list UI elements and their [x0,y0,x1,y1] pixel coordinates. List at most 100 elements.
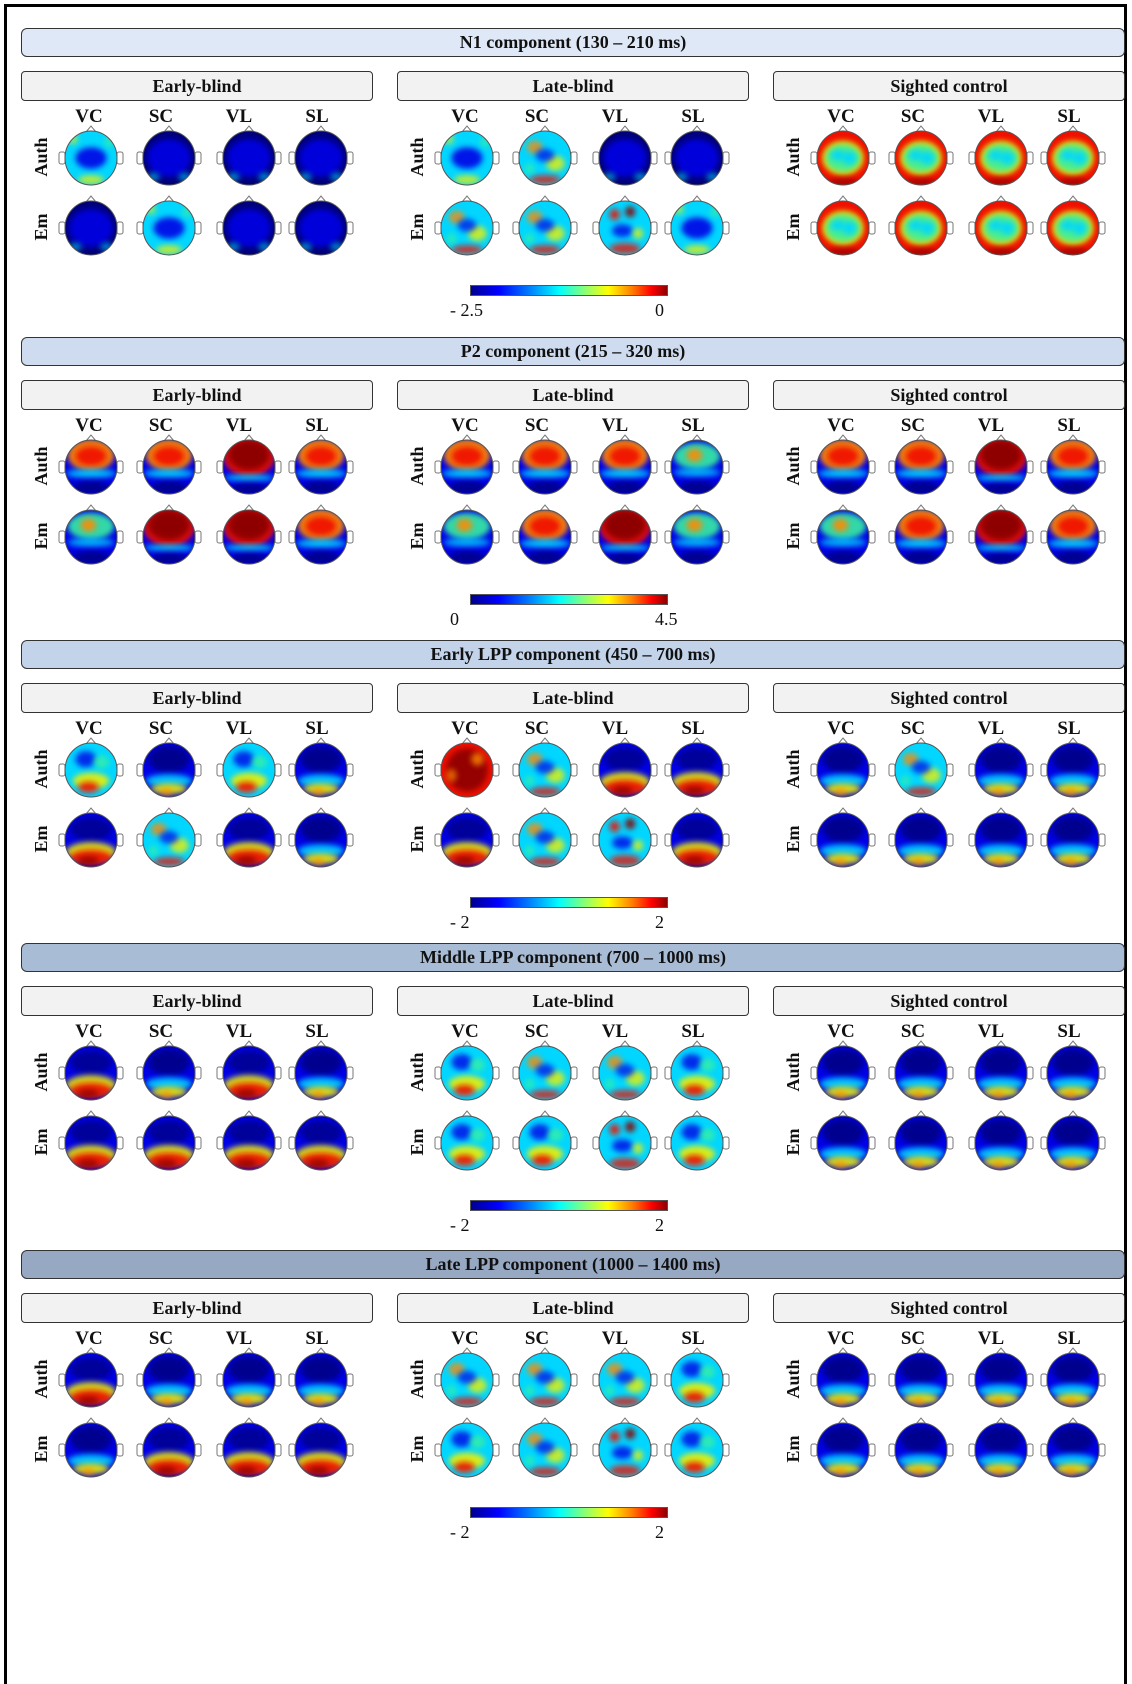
scalp-topography-map [1037,123,1109,189]
condition-column-label: VC [75,718,103,739]
condition-column-label: SL [1057,415,1081,436]
condition-column-label: VL [601,718,629,739]
scalp-topography-map [1037,1415,1109,1481]
scalp-topography-map [55,502,127,568]
stimulus-row-label: Em [783,213,803,241]
stimulus-row-label: Auth [31,1052,51,1092]
colorbar-min-label: - 2 [450,1215,470,1235]
section-title: Middle LPP component (700 – 1000 ms) [420,947,726,967]
stimulus-row-label: Auth [783,749,803,789]
colorbar-min-label: - 2 [450,912,470,932]
condition-column-label: VC [75,1328,103,1349]
condition-column-label: SL [305,1021,329,1042]
scalp-topography-map [885,502,957,568]
section-title-bar: Late LPP component (1000 – 1400 ms) [21,1250,1125,1279]
scalp-topography-map [589,123,661,189]
scalp-topography-map [133,193,205,259]
scalp-topography-map [285,805,357,871]
stimulus-row-label: Auth [31,749,51,789]
stimulus-row-label: Em [407,1435,427,1463]
section-title: N1 component (130 – 210 ms) [459,32,687,52]
scalp-topography-map [589,193,661,259]
condition-column-label: VL [977,1021,1005,1042]
group-title: Early-blind [152,990,242,1011]
condition-column-label: VC [451,1328,479,1349]
scalp-topography-map [431,735,503,801]
scalp-topography-map [807,735,879,801]
condition-column-label: SL [1057,718,1081,739]
scalp-topography-map [213,805,285,871]
scalp-topography-map [885,193,957,259]
scalp-topography-map [1037,502,1109,568]
condition-column-label: SC [148,106,174,127]
group-title-box: Early-blind [21,683,373,713]
scalp-topography-map [1037,1345,1109,1411]
scalp-topography-map [589,1345,661,1411]
scalp-topography-map [661,1345,733,1411]
stimulus-row-label: Em [783,825,803,853]
group-title: Late-blind [532,990,614,1011]
condition-column-label: VC [451,415,479,436]
scalp-topography-map [1037,432,1109,498]
section-title: Early LPP component (450 – 700 ms) [430,644,716,664]
condition-column-label: SC [148,1021,174,1042]
scalp-topography-map [965,193,1037,259]
scalp-topography-map [133,1038,205,1104]
condition-column-label: VL [225,718,253,739]
scalp-topography-map [431,432,503,498]
condition-column-label: VL [977,106,1005,127]
scalp-topography-map [55,193,127,259]
scalp-topography-map [807,805,879,871]
section-title-bar: P2 component (215 – 320 ms) [21,337,1125,366]
stimulus-row-label: Em [31,213,51,241]
scalp-topography-map [213,502,285,568]
scalp-topography-map [1037,735,1109,801]
condition-column-label: VL [601,1328,629,1349]
condition-column-label: SL [681,1328,705,1349]
scalp-topography-map [133,1108,205,1174]
scalp-topography-map [885,1345,957,1411]
scalp-topography-map [133,735,205,801]
condition-column-label: SC [900,1021,926,1042]
condition-column-label: VL [601,415,629,436]
group-title-box: Late-blind [397,1293,749,1323]
scalp-topography-map [509,123,581,189]
condition-column-label: SC [148,718,174,739]
scalp-topography-map [55,735,127,801]
scalp-topography-map [965,735,1037,801]
group-title-box: Late-blind [397,986,749,1016]
stimulus-row-label: Auth [407,1052,427,1092]
stimulus-row-label: Em [31,1435,51,1463]
condition-column-label: VL [977,415,1005,436]
scalp-topography-map [965,502,1037,568]
condition-column-label: VC [451,106,479,127]
group-title: Late-blind [532,384,614,405]
scalp-topography-map [807,1345,879,1411]
scalp-topography-map [885,432,957,498]
scalp-topography-map [133,502,205,568]
colorbar-max-label: 2 [655,1522,664,1542]
condition-column-label: VC [827,1021,855,1042]
scalp-topography-map [285,1345,357,1411]
group-title-box: Late-blind [397,380,749,410]
stimulus-row-label: Em [783,522,803,550]
scalp-topography-map [509,735,581,801]
condition-column-label: SC [524,415,550,436]
stimulus-row-label: Auth [783,1052,803,1092]
condition-column-label: SL [305,718,329,739]
section-title-bar: Early LPP component (450 – 700 ms) [21,640,1125,669]
scalp-topography-map [661,805,733,871]
scalp-topography-map [431,1345,503,1411]
condition-column-label: SL [681,415,705,436]
stimulus-row-label: Auth [783,446,803,486]
scalp-topography-map [285,193,357,259]
condition-column-label: VL [225,1328,253,1349]
condition-column-label: VL [601,1021,629,1042]
condition-column-label: SC [524,1328,550,1349]
group-title-box: Sighted control [773,380,1125,410]
colorbar [470,1200,668,1211]
group-title-box: Sighted control [773,71,1125,101]
condition-column-label: SC [148,415,174,436]
condition-column-label: SL [305,1328,329,1349]
scalp-topography-map [55,805,127,871]
